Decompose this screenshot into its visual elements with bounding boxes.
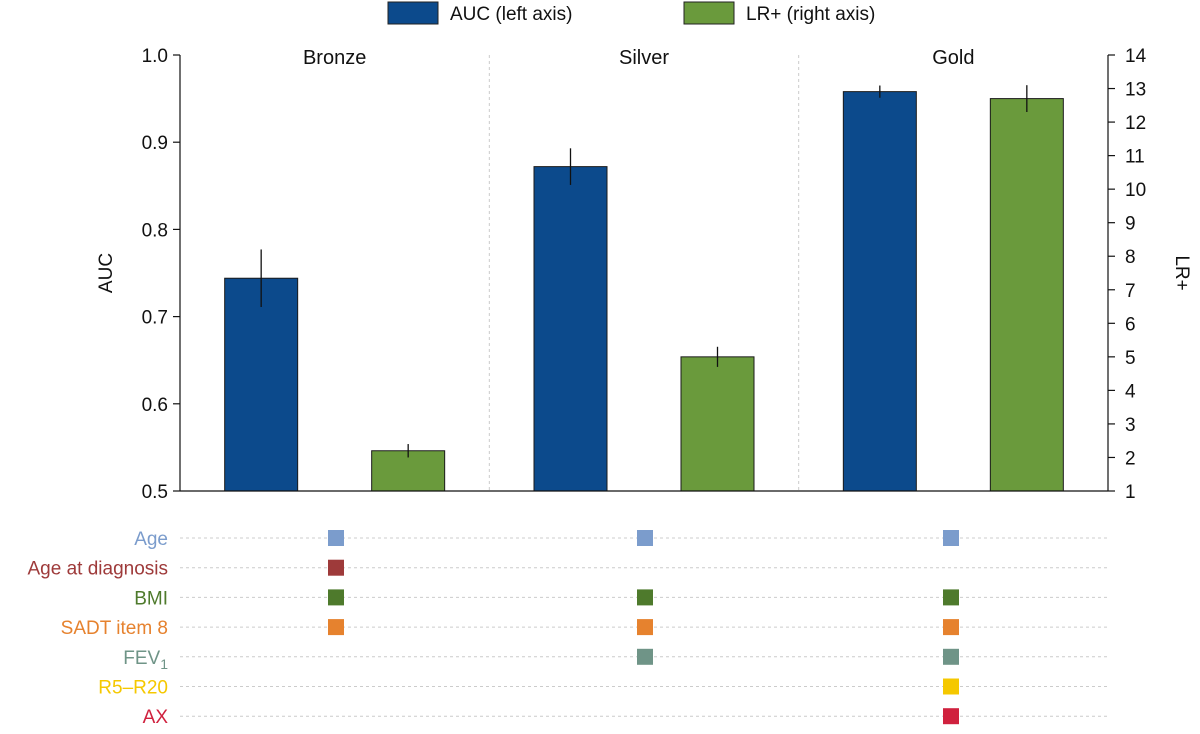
left-tick-label: 0.6 bbox=[142, 395, 168, 416]
feature-label-text: AX bbox=[143, 707, 169, 728]
right-tick-label: 1 bbox=[1125, 482, 1136, 503]
feature-marker-sadt-item-8-bronze bbox=[328, 619, 344, 636]
right-tick-label: 4 bbox=[1125, 381, 1136, 402]
right-tick-label: 10 bbox=[1125, 180, 1146, 201]
feature-marker-sadt-item-8-gold bbox=[943, 619, 959, 636]
feature-label-text: BMI bbox=[134, 588, 168, 609]
group-label-gold: Gold bbox=[932, 47, 974, 69]
left-tick-label: 1.0 bbox=[142, 46, 168, 67]
bar-lr-gold bbox=[989, 98, 1064, 492]
feature-marker-bmi-bronze bbox=[328, 589, 344, 606]
feature-marker-sadt-item-8-silver bbox=[637, 619, 653, 636]
right-axis-title: LR+ bbox=[1171, 255, 1192, 290]
axes: 0.50.60.70.80.91.01234567891011121314AUC… bbox=[96, 46, 1192, 503]
right-tick-label: 5 bbox=[1125, 348, 1136, 369]
feature-marker-age-at-diagnosis-bronze bbox=[328, 559, 344, 576]
feature-label-bmi: BMI bbox=[134, 588, 168, 609]
group-label-silver: Silver bbox=[619, 47, 669, 69]
group-label-bronze: Bronze bbox=[303, 47, 366, 69]
legend-swatch-auc bbox=[387, 1, 439, 25]
group-separators bbox=[488, 55, 800, 491]
feature-marker-bmi-silver bbox=[637, 589, 653, 606]
bar-auc-silver bbox=[533, 166, 608, 492]
right-tick-label: 11 bbox=[1125, 147, 1145, 168]
bar-lr-silver bbox=[680, 356, 755, 492]
right-tick-label: 14 bbox=[1125, 46, 1147, 67]
bar-auc-gold bbox=[842, 91, 917, 492]
feature-marker-fev-gold bbox=[943, 648, 959, 665]
legend: AUC (left axis) LR+ (right axis) bbox=[387, 1, 875, 25]
feature-marker-age-bronze bbox=[328, 530, 344, 546]
feature-label-subscript: 1 bbox=[160, 656, 168, 672]
legend-swatch-lr bbox=[683, 1, 735, 25]
feature-label-text: FEV bbox=[123, 648, 160, 669]
feature-marker-r5-r20-gold bbox=[943, 678, 959, 695]
feature-label-text: Age bbox=[134, 529, 168, 550]
left-tick-label: 0.7 bbox=[142, 308, 168, 329]
feature-label-sadt-item-8: SADT item 8 bbox=[61, 618, 168, 639]
feature-label-ax: AX bbox=[143, 707, 169, 728]
feature-marker-fev-silver bbox=[637, 648, 653, 665]
right-tick-label: 6 bbox=[1125, 314, 1136, 335]
feature-label-age-at-diagnosis: Age at diagnosis bbox=[28, 559, 169, 580]
right-tick-label: 8 bbox=[1125, 247, 1136, 268]
left-tick-label: 0.5 bbox=[142, 482, 168, 503]
right-tick-label: 7 bbox=[1125, 281, 1136, 302]
right-tick-label: 2 bbox=[1125, 448, 1136, 469]
right-tick-label: 3 bbox=[1125, 415, 1136, 436]
feature-label-age: Age bbox=[134, 529, 168, 550]
feature-label-fev: FEV1 bbox=[123, 648, 168, 672]
feature-matrix: Age Age at diagnosis BMI SADT item 8 FEV1 R5–… bbox=[28, 529, 1108, 728]
left-tick-label: 0.9 bbox=[142, 133, 168, 154]
group-labels: Bronze Silver Gold bbox=[303, 47, 974, 69]
bars bbox=[224, 85, 1064, 492]
right-tick-label: 13 bbox=[1125, 80, 1146, 101]
feature-label-r5-r20: R5–R20 bbox=[98, 678, 168, 699]
feature-marker-bmi-gold bbox=[943, 589, 959, 606]
feature-marker-age-silver bbox=[637, 530, 653, 546]
legend-label-auc: AUC (left axis) bbox=[450, 4, 572, 25]
feature-label-text: SADT item 8 bbox=[61, 618, 168, 639]
feature-label-text: R5–R20 bbox=[98, 678, 168, 699]
feature-marker-age-gold bbox=[943, 530, 959, 546]
left-axis-title: AUC bbox=[96, 253, 117, 293]
feature-marker-ax-gold bbox=[943, 708, 959, 725]
left-tick-label: 0.8 bbox=[142, 220, 168, 241]
right-tick-label: 9 bbox=[1125, 214, 1136, 235]
feature-label-text: Age at diagnosis bbox=[28, 559, 169, 580]
right-tick-label: 12 bbox=[1125, 113, 1146, 134]
bar-auc-bronze bbox=[224, 277, 299, 492]
legend-label-lr: LR+ (right axis) bbox=[746, 4, 875, 25]
